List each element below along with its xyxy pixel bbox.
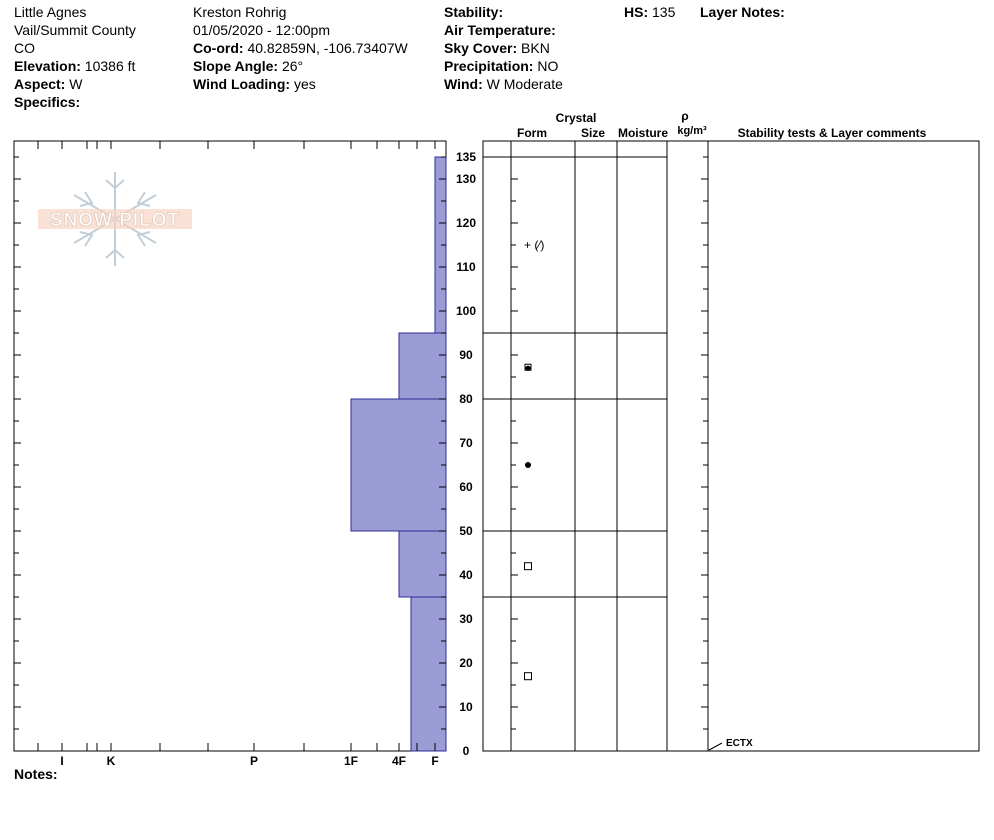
hardness-bar-2 <box>398 530 447 598</box>
aspect-field: Aspect: W <box>14 75 82 93</box>
hardness-label-f: F <box>431 754 438 768</box>
slope-field: Slope Angle: 26° <box>193 57 303 75</box>
density-symbol-header: ρ <box>681 109 688 123</box>
stability-field: Stability: <box>444 3 503 21</box>
sky-cover-field: Sky Cover: BKN <box>444 39 550 57</box>
sky-cover-label: Sky Cover: <box>444 40 518 56</box>
observation-datetime: 01/05/2020 - 12:00pm <box>193 22 330 38</box>
logo-text: SNOW PILOT <box>50 210 180 231</box>
hardness-axis-labels: I K P 1F 4F F <box>60 754 438 768</box>
comments-header: Stability tests & Layer comments <box>738 126 927 140</box>
hardness-bar-4 <box>398 332 447 400</box>
air-temp-field: Air Temperature: <box>444 21 556 39</box>
elevation-value: 10386 ft <box>84 58 136 74</box>
hardness-label-i: I <box>60 754 63 768</box>
depth-label-20: 20 <box>459 656 473 670</box>
hs-label: HS: <box>624 4 649 20</box>
hardness-bars <box>350 156 447 752</box>
grain-round-symbol-2 <box>525 462 531 468</box>
specifics-field: Specifics: <box>14 93 80 111</box>
elevation-field: Elevation: 10386 ft <box>14 57 135 75</box>
observer-name: Kreston Rohrig <box>193 4 287 20</box>
hardness-bar-1 <box>410 596 447 752</box>
depth-label-60: 60 <box>459 480 473 494</box>
crystal-table <box>482 140 980 752</box>
stability-label: Stability: <box>444 4 504 20</box>
grain-facet-symbol-4 <box>524 672 532 681</box>
depth-label-90: 90 <box>459 348 473 362</box>
region-name: Vail/Summit County <box>14 22 136 38</box>
moisture-header: Moisture <box>618 126 668 140</box>
grain-facet-symbol-3 <box>524 562 532 571</box>
hardness-bar-3 <box>350 398 447 532</box>
test-label-0: ECTX <box>726 738 753 749</box>
depth-label-40: 40 <box>459 568 473 582</box>
state-name: CO <box>14 40 35 56</box>
depth-axis-ticks <box>14 156 446 730</box>
depth-label-70: 70 <box>459 436 473 450</box>
depth-label-120: 120 <box>456 216 476 230</box>
elevation-label: Elevation: <box>14 58 81 74</box>
snowpilot-logo: SNOW PILOT <box>38 172 192 266</box>
layer-notes-field: Layer Notes: <box>700 3 785 21</box>
stability-tests: ECTX <box>708 738 753 751</box>
coord-value: 40.82859N, -106.73407W <box>247 40 408 56</box>
hardness-label-k: K <box>107 754 116 768</box>
specifics-label: Specifics: <box>14 94 81 110</box>
hs-value: 135 <box>652 4 676 20</box>
notes-label: Notes: <box>14 766 58 782</box>
hs-field: HS: 135 <box>624 3 675 21</box>
coord-field: Co-ord: 40.82859N, -106.73407W <box>193 39 408 57</box>
slope-value: 26° <box>281 58 304 74</box>
precip-field: Precipitation: NO <box>444 57 558 75</box>
grain-form-symbols: + (⁄) <box>524 238 544 681</box>
grain-symbol-text-0: + (⁄) <box>524 238 544 252</box>
slope-label: Slope Angle: <box>193 58 279 74</box>
depth-axis-labels: 0 10 20 30 40 50 60 70 80 90 100 110 120 130 135 <box>456 150 476 758</box>
depth-label-0: 0 <box>463 744 470 758</box>
precip-label: Precipitation: <box>444 58 534 74</box>
location-name: Little Agnes <box>14 4 87 20</box>
hardness-label-4f: 4F <box>392 754 406 768</box>
layer-notes-label: Layer Notes: <box>700 4 785 20</box>
depth-label-135: 135 <box>456 150 476 164</box>
wind-loading-label: Wind Loading: <box>193 76 291 92</box>
depth-label-130: 130 <box>456 172 476 186</box>
table-depth-ticks <box>511 156 708 730</box>
depth-label-100: 100 <box>456 304 476 318</box>
wind-label: Wind: <box>444 76 483 92</box>
wind-loading-field: Wind Loading: yes <box>193 75 316 93</box>
depth-label-30: 30 <box>459 612 473 626</box>
depth-label-10: 10 <box>459 700 473 714</box>
precip-value: NO <box>537 58 559 74</box>
coord-label: Co-ord: <box>193 40 244 56</box>
wind-field: Wind: W Moderate <box>444 75 563 93</box>
hardness-label-1f: 1F <box>344 754 358 768</box>
aspect-value: W <box>69 76 83 92</box>
depth-label-50: 50 <box>459 524 473 538</box>
grain-rounding-facet-dot-1 <box>525 365 531 371</box>
wind-value: W Moderate <box>486 76 563 92</box>
air-temp-label: Air Temperature: <box>444 22 556 38</box>
aspect-label: Aspect: <box>14 76 66 92</box>
depth-label-80: 80 <box>459 392 473 406</box>
size-header: Size <box>581 126 605 140</box>
sky-cover-value: BKN <box>521 40 550 56</box>
hardness-axis-ticks <box>37 141 436 751</box>
test-leader-line-0 <box>708 742 723 751</box>
crystal-header: Crystal <box>556 111 597 125</box>
wind-loading-value: yes <box>293 76 316 92</box>
depth-label-110: 110 <box>456 260 476 274</box>
form-header: Form <box>517 126 547 140</box>
density-unit-header: kg/m³ <box>677 125 707 137</box>
hardness-label-p: P <box>250 754 258 768</box>
